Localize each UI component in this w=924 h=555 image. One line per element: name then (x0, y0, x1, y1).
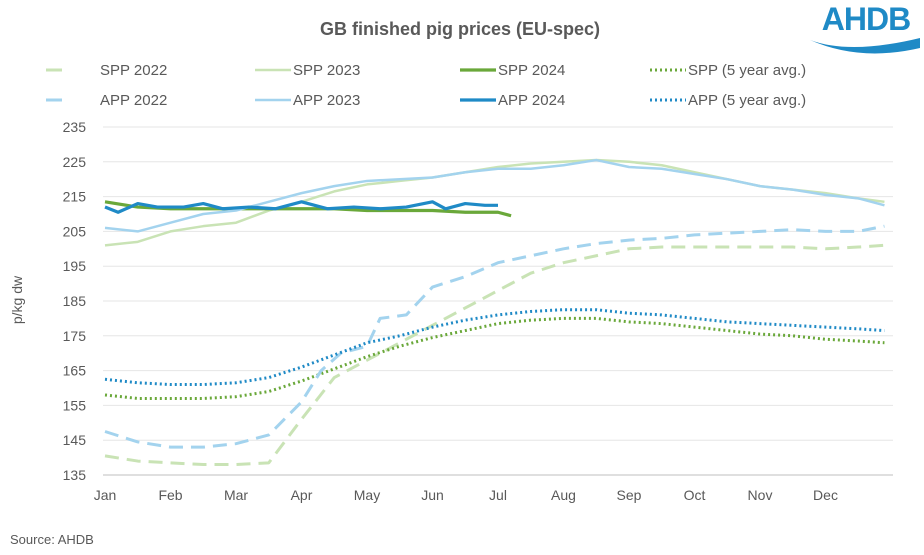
y-tick-label: 145 (63, 432, 87, 448)
legend-label: APP 2024 (498, 92, 565, 109)
ahdb-logo: AHDB (810, 1, 920, 54)
legend-label: SPP 2024 (498, 62, 565, 79)
series-line-app-5-year-avg- (104, 308, 885, 387)
x-tick-label: Oct (684, 487, 706, 503)
x-tick-label: Feb (158, 487, 182, 503)
legend-label: APP 2023 (293, 92, 360, 109)
y-tick-label: 205 (63, 223, 87, 239)
x-tick-label: Jun (421, 487, 444, 503)
series-line-app-2024 (104, 200, 498, 214)
y-tick-label: 155 (63, 397, 87, 413)
x-tick-label: Jan (94, 487, 117, 503)
y-tick-label: 195 (63, 258, 87, 274)
legend-label: SPP 2023 (293, 62, 360, 79)
x-tick-label: Jul (489, 487, 507, 503)
x-tick-label: Aug (551, 487, 576, 503)
y-tick-label: 175 (63, 328, 87, 344)
svg-text:AHDB: AHDB (822, 1, 910, 37)
y-tick-label: 135 (63, 467, 87, 483)
y-tick-label: 165 (63, 363, 87, 379)
series-line-spp-2023 (104, 158, 885, 247)
legend-label: SPP (5 year avg.) (688, 62, 806, 79)
legend-label: APP 2022 (100, 92, 167, 109)
legend-label: SPP 2022 (100, 62, 167, 79)
y-tick-label: 185 (63, 293, 87, 309)
x-tick-label: May (354, 487, 380, 503)
legend-label: APP (5 year avg.) (688, 92, 806, 109)
series-line-app-2023 (104, 158, 885, 233)
x-tick-label: Dec (813, 487, 838, 503)
series-line-app-2022 (104, 224, 885, 449)
series-line-spp-2022 (104, 243, 885, 467)
series-line-spp-2024 (104, 200, 512, 218)
y-axis-label: p/kg dw (9, 275, 25, 324)
y-tick-label: 225 (63, 154, 87, 170)
series-line-spp-5-year-avg- (104, 316, 885, 400)
chart-title: GB finished pig prices (EU-spec) (320, 19, 600, 39)
x-tick-label: Sep (617, 487, 642, 503)
x-tick-label: Nov (748, 487, 773, 503)
y-tick-label: 215 (63, 189, 87, 205)
x-tick-label: Apr (291, 487, 313, 503)
source-note: Source: AHDB (10, 532, 94, 547)
y-tick-label: 235 (63, 119, 87, 135)
x-tick-label: Mar (224, 487, 248, 503)
